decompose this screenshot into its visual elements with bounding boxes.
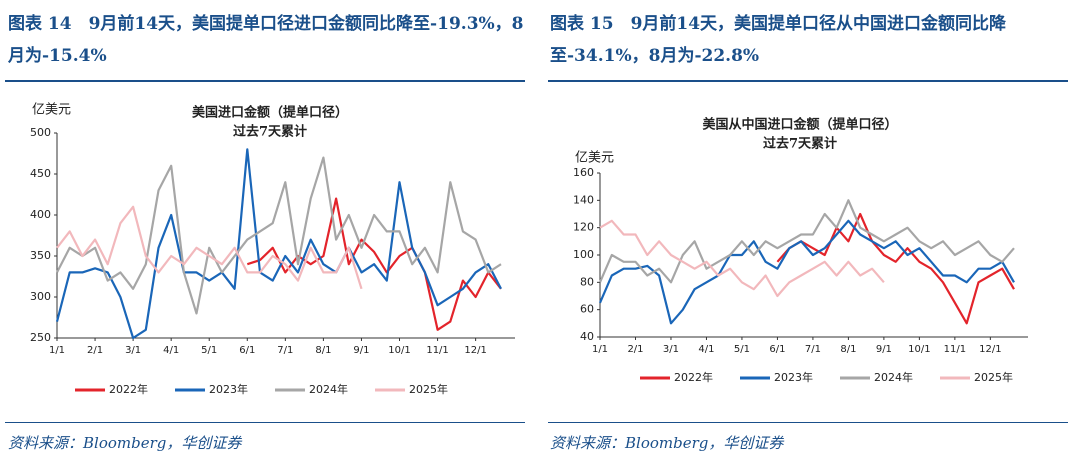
y-tick-label: 100 bbox=[573, 248, 594, 261]
x-tick-label: 7/1 bbox=[805, 344, 821, 355]
x-tick-label: 4/1 bbox=[163, 345, 179, 356]
y-tick-label: 80 bbox=[580, 275, 594, 288]
y-axis-label: 亿美元 bbox=[32, 103, 71, 118]
series-line bbox=[598, 219, 1015, 325]
rule bbox=[548, 80, 1068, 82]
y-tick-label: 450 bbox=[30, 167, 51, 180]
y-tick-label: 140 bbox=[573, 193, 594, 206]
legend-label: 2024年 bbox=[874, 370, 913, 384]
x-tick-label: 4/1 bbox=[698, 344, 714, 355]
x-tick-label: 8/1 bbox=[315, 345, 331, 356]
legend-label: 2022年 bbox=[674, 370, 713, 384]
series-line bbox=[56, 205, 363, 290]
x-tick-label: 12/1 bbox=[464, 345, 486, 356]
x-tick-label: 12/1 bbox=[979, 344, 1001, 355]
chart-subtitle: 过去7天累计 bbox=[763, 136, 837, 152]
figure-title: 图表 14 9月前14天，美国提单口径进口金额同比降至-19.3%，8月为-15… bbox=[8, 14, 524, 66]
x-tick-label: 6/1 bbox=[769, 344, 785, 355]
x-tick-label: 3/1 bbox=[125, 345, 141, 356]
y-axis-label: 亿美元 bbox=[575, 151, 614, 166]
rule bbox=[5, 80, 525, 82]
series-line bbox=[599, 219, 885, 298]
legend-label: 2025年 bbox=[974, 370, 1013, 384]
source: 资料来源：Bloomberg，华创证券 bbox=[550, 434, 784, 452]
series-line bbox=[776, 212, 1015, 325]
source: 资料来源：Bloomberg，华创证券 bbox=[8, 434, 242, 452]
series-line bbox=[55, 148, 502, 340]
legend-label: 2023年 bbox=[209, 382, 248, 396]
x-tick-label: 2/1 bbox=[627, 344, 643, 355]
y-tick-label: 120 bbox=[573, 221, 594, 234]
y-tick-label: 500 bbox=[30, 126, 51, 139]
y-tick-label: 160 bbox=[573, 166, 594, 179]
y-tick-label: 300 bbox=[30, 290, 51, 303]
rule bbox=[5, 422, 525, 423]
rule bbox=[548, 422, 1068, 423]
x-tick-label: 8/1 bbox=[840, 344, 856, 355]
x-tick-label: 9/1 bbox=[876, 344, 892, 355]
x-tick-label: 10/1 bbox=[908, 344, 930, 355]
x-tick-label: 11/1 bbox=[944, 344, 966, 355]
x-tick-label: 9/1 bbox=[353, 345, 369, 356]
x-tick-label: 5/1 bbox=[201, 345, 217, 356]
y-tick-label: 40 bbox=[580, 330, 594, 343]
series-line bbox=[246, 197, 502, 331]
x-tick-label: 1/1 bbox=[592, 344, 608, 355]
chart-title: 美国从中国进口金额（提单口径） bbox=[702, 117, 897, 133]
x-tick-label: 7/1 bbox=[277, 345, 293, 356]
legend-label: 2023年 bbox=[774, 370, 813, 384]
x-tick-label: 1/1 bbox=[49, 345, 65, 356]
y-tick-label: 350 bbox=[30, 249, 51, 262]
chart-title: 美国进口金额（提单口径） bbox=[192, 105, 348, 121]
chart-subtitle: 过去7天累计 bbox=[233, 124, 307, 140]
legend-label: 2022年 bbox=[109, 382, 148, 396]
x-tick-label: 6/1 bbox=[239, 345, 255, 356]
x-tick-label: 2/1 bbox=[87, 345, 103, 356]
series-line bbox=[56, 156, 502, 315]
x-tick-label: 3/1 bbox=[663, 344, 679, 355]
y-tick-label: 250 bbox=[30, 331, 51, 344]
legend-label: 2025年 bbox=[409, 382, 448, 396]
figure-title: 图表 15 9月前14天，美国提单口径从中国进口金额同比降至-34.1%，8月为… bbox=[550, 14, 1007, 66]
x-tick-label: 10/1 bbox=[388, 345, 410, 356]
y-tick-label: 60 bbox=[580, 303, 594, 316]
x-tick-label: 5/1 bbox=[734, 344, 750, 355]
y-tick-label: 400 bbox=[30, 208, 51, 221]
legend-label: 2024年 bbox=[309, 382, 348, 396]
x-tick-label: 11/1 bbox=[426, 345, 448, 356]
series-line bbox=[598, 199, 1015, 284]
